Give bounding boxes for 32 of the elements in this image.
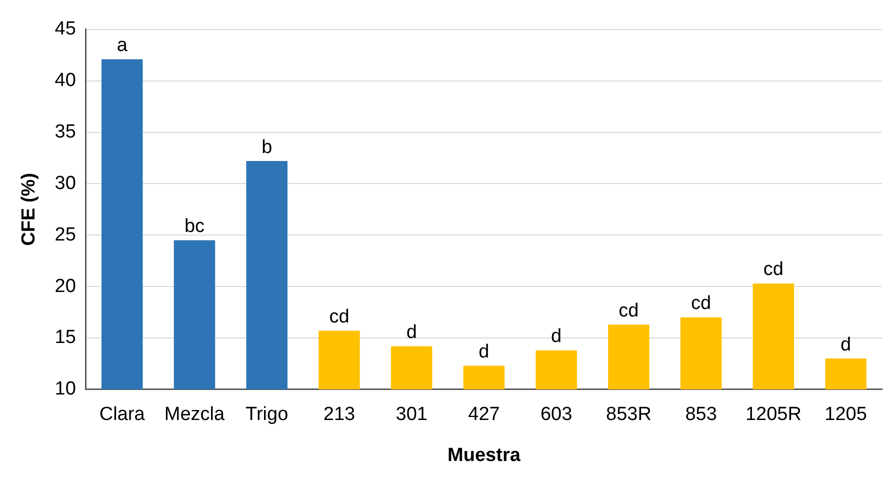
y-tick-label: 25 bbox=[54, 224, 76, 246]
annotation: cd bbox=[691, 293, 712, 314]
annotation: cd bbox=[618, 300, 639, 322]
x-tick-label: Trigo bbox=[246, 404, 288, 426]
y-tick-label: 30 bbox=[54, 172, 76, 194]
annotation: cd bbox=[329, 306, 350, 328]
annotation: d bbox=[551, 326, 562, 348]
x-tick-label: Clara bbox=[99, 404, 146, 426]
y-tick-label: 10 bbox=[54, 378, 76, 400]
y-axis-title: CFE (%) bbox=[18, 172, 40, 246]
annotation: d bbox=[478, 341, 490, 362]
y-tick-label: 45 bbox=[54, 18, 76, 40]
x-tick-label: 853R bbox=[606, 404, 652, 426]
annotation: cd bbox=[763, 259, 784, 280]
y-tick-label: 15 bbox=[54, 327, 76, 348]
x-tick-label: 603 bbox=[540, 404, 572, 426]
annotation: b bbox=[262, 136, 272, 158]
x-axis-title: Muestra bbox=[448, 444, 521, 466]
y-tick-label: 20 bbox=[54, 276, 76, 297]
annotation: bc bbox=[184, 216, 205, 237]
annotation: a bbox=[116, 34, 128, 56]
x-tick-label: Mezcla bbox=[164, 404, 226, 426]
x-tick-label: 1205 bbox=[824, 404, 867, 426]
y-tick-label: 35 bbox=[54, 121, 76, 142]
annotation: d bbox=[406, 322, 417, 343]
y-tick-label: 40 bbox=[54, 70, 76, 92]
annotation: d bbox=[840, 334, 852, 356]
x-tick-label: 427 bbox=[468, 404, 500, 426]
x-tick-label: 301 bbox=[396, 404, 428, 426]
x-tick-label: 1205R bbox=[745, 404, 802, 426]
x-tick-label: 853 bbox=[685, 404, 717, 426]
x-tick-label: 213 bbox=[323, 404, 356, 426]
